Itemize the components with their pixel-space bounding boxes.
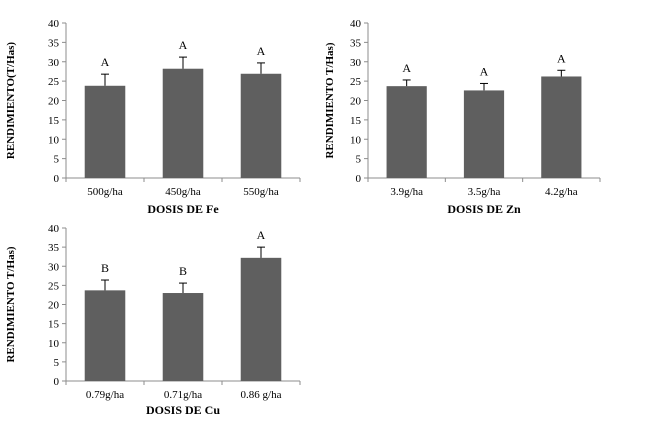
chart2-y-tick-label: 15 <box>350 115 362 127</box>
chart3-significance-letter: B <box>101 261 109 275</box>
chart1-y-tick-label: 10 <box>48 134 60 146</box>
chart2-x-tick-label: 4.2g/ha <box>545 186 578 198</box>
chart1-significance-letter: A <box>179 38 188 52</box>
chart1-significance-letter: A <box>101 55 110 69</box>
chart3-significance-letter: A <box>257 228 266 242</box>
chart3-y-tick-label: 40 <box>48 223 60 235</box>
chart1-y-tick-label: 5 <box>54 154 60 166</box>
chart1-x-axis-label: DOSIS DE Fe <box>147 202 219 216</box>
chart2-y-tick-label: 10 <box>350 134 362 146</box>
chart3-y-axis-label: RENDIMIENTO T/Has) <box>5 246 17 362</box>
chart2-bar <box>541 76 582 178</box>
chart3-y-tick-label: 5 <box>54 357 60 369</box>
chart2-y-tick-label: 25 <box>350 76 362 88</box>
chart3-y-tick-label: 15 <box>48 319 60 331</box>
chart3-y-tick-label: 20 <box>48 300 60 312</box>
chart1-y-tick-label: 35 <box>48 37 60 49</box>
chart3-y-tick-label: 35 <box>48 242 60 254</box>
chart3-x-axis-label: DOSIS DE Cu <box>146 403 220 417</box>
chart1-bar <box>84 85 126 178</box>
chart2-significance-letter: A <box>480 64 489 78</box>
chart3-x-tick-label: 0.86 g/ha <box>241 389 282 401</box>
chart2-y-tick-label: 5 <box>356 154 362 166</box>
chart3-y-tick-label: 10 <box>48 338 60 350</box>
chart3-y-tick-label: 25 <box>48 280 60 292</box>
chart3-x-tick-label: 0.71g/ha <box>164 389 202 401</box>
chart1-bar <box>162 68 204 178</box>
chart2-y-tick-label: 20 <box>350 96 362 108</box>
chart1-y-axis-label: RENDIMIENTO(T/Has) <box>5 42 17 159</box>
chart1-significance-letter: A <box>257 44 266 58</box>
chart2-significance-letter: A <box>557 51 566 65</box>
chart1-y-tick-label: 25 <box>48 76 60 88</box>
chart3-y-tick-label: 30 <box>48 261 60 273</box>
chart2-x-axis-label: DOSIS DE Zn <box>447 202 521 216</box>
chart1-y-tick-label: 0 <box>54 173 60 185</box>
chart1-x-tick-label: 550g/ha <box>243 186 279 198</box>
chart2-x-tick-label: 3.5g/ha <box>468 186 501 198</box>
chart3-bar <box>84 290 126 381</box>
chart1-y-tick-label: 15 <box>48 115 60 127</box>
chart2-significance-letter: A <box>402 61 411 75</box>
chart3-bar <box>240 257 282 381</box>
chart2-y-tick-label: 0 <box>356 173 362 185</box>
chart1-y-tick-label: 20 <box>48 96 60 108</box>
chart2-y-axis-label: RENDIMIENTO T/Has) <box>324 42 336 158</box>
chart1-y-tick-label: 30 <box>48 57 60 69</box>
chart3-significance-letter: B <box>179 264 187 278</box>
chart1-y-tick-label: 40 <box>48 18 60 30</box>
chart3-x-tick-label: 0.79g/ha <box>86 389 124 401</box>
chart2-x-tick-label: 3.9g/ha <box>390 186 423 198</box>
chart3-bar <box>162 293 204 381</box>
chart2-y-tick-label: 40 <box>350 18 362 30</box>
chart2-y-tick-label: 35 <box>350 37 362 49</box>
chart1-x-tick-label: 450g/ha <box>165 186 201 198</box>
chart2-bar <box>463 90 505 178</box>
chart1-x-tick-label: 500g/ha <box>87 186 123 198</box>
chart2-y-tick-label: 30 <box>350 57 362 69</box>
chart2-bar <box>386 86 427 178</box>
chart1-bar <box>240 73 282 178</box>
chart3-y-tick-label: 0 <box>54 376 60 388</box>
